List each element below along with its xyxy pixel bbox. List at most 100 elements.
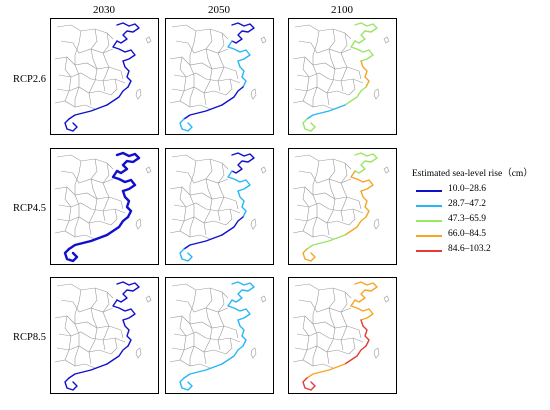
province-boundary bbox=[326, 287, 336, 365]
island-outline bbox=[260, 36, 267, 44]
coastline-segment bbox=[344, 216, 367, 236]
province-boundary bbox=[171, 283, 229, 299]
island-outline bbox=[135, 347, 142, 359]
coastline-segment bbox=[64, 118, 78, 132]
island-outline bbox=[145, 295, 152, 303]
province-boundary bbox=[348, 208, 356, 226]
province-boundary bbox=[179, 315, 187, 361]
coastline-segment bbox=[231, 281, 255, 303]
column-title-2030: 2030 bbox=[93, 4, 115, 16]
province-boundary bbox=[171, 24, 229, 40]
province-boundary bbox=[56, 283, 114, 299]
province-boundary bbox=[302, 315, 310, 361]
island-outline bbox=[260, 166, 267, 174]
coastline-segment bbox=[231, 152, 255, 174]
coastline-segment bbox=[179, 248, 193, 262]
coastline-segment bbox=[221, 216, 244, 236]
province-boundary bbox=[171, 345, 227, 355]
island-outline bbox=[135, 88, 142, 100]
coastline-segment bbox=[63, 247, 79, 263]
coastline-segment bbox=[360, 190, 370, 218]
coastline-segment bbox=[122, 60, 132, 88]
island-outline bbox=[145, 36, 152, 44]
row-label-rcp26: RCP2.6 bbox=[13, 74, 46, 85]
province-boundary bbox=[171, 216, 227, 226]
province-boundary bbox=[88, 28, 98, 106]
row-label-rcp45: RCP4.5 bbox=[13, 203, 46, 214]
province-boundary bbox=[348, 337, 356, 355]
coastline-segment bbox=[183, 234, 223, 250]
coastline-segment bbox=[344, 86, 367, 106]
coastline-segment bbox=[302, 377, 316, 391]
province-boundary bbox=[298, 170, 352, 184]
legend-label: 47.3–65.9 bbox=[448, 214, 486, 224]
coastline-segment bbox=[179, 377, 193, 391]
province-boundary bbox=[326, 28, 336, 106]
province-boundary bbox=[358, 329, 362, 339]
province-boundary bbox=[358, 200, 362, 210]
coastline-segment bbox=[112, 299, 136, 321]
china-map bbox=[54, 281, 152, 391]
coastline-segment bbox=[354, 152, 378, 174]
coastline-segment bbox=[183, 363, 223, 379]
coastline-segment bbox=[227, 299, 251, 321]
map-panel-rcp45-2050 bbox=[165, 148, 274, 265]
china-map bbox=[292, 22, 390, 132]
province-boundary bbox=[60, 170, 114, 184]
province-boundary bbox=[60, 40, 114, 54]
legend-item: 66.0–84.5 bbox=[412, 229, 548, 244]
legend-swatch bbox=[416, 250, 442, 252]
province-boundary bbox=[294, 154, 352, 170]
province-boundary bbox=[225, 208, 233, 226]
coastline-segment bbox=[116, 22, 140, 44]
province-boundary bbox=[102, 162, 110, 222]
coastline-segment bbox=[116, 281, 140, 303]
coastline-segment bbox=[237, 60, 247, 88]
row-label-rcp85: RCP8.5 bbox=[13, 332, 46, 343]
province-boundary bbox=[340, 291, 348, 351]
province-boundary bbox=[179, 186, 187, 232]
coastline-segment bbox=[306, 104, 346, 120]
province-boundary bbox=[203, 158, 213, 236]
island-outline bbox=[260, 295, 267, 303]
map-panel-rcp45-2030 bbox=[50, 148, 159, 265]
island-outline bbox=[250, 347, 257, 359]
china-map bbox=[292, 281, 390, 391]
province-boundary bbox=[175, 40, 229, 54]
legend-swatch bbox=[416, 190, 442, 192]
province-boundary bbox=[294, 24, 352, 40]
china-map bbox=[169, 22, 267, 132]
province-boundary bbox=[88, 287, 98, 365]
coastline-segment bbox=[302, 118, 316, 132]
island-outline bbox=[145, 166, 152, 174]
map-panel-rcp85-2050 bbox=[165, 277, 274, 394]
map-panel-rcp26-2050 bbox=[165, 18, 274, 135]
province-boundary bbox=[235, 329, 239, 339]
coastline-segment bbox=[106, 345, 129, 365]
coastline-segment bbox=[179, 118, 193, 132]
province-boundary bbox=[348, 78, 356, 96]
legend-item: 84.6–103.2 bbox=[412, 244, 548, 259]
coastline-segment bbox=[227, 40, 251, 62]
legend-item: 28.7–47.2 bbox=[412, 199, 548, 214]
province-boundary bbox=[203, 287, 213, 365]
province-boundary bbox=[298, 299, 352, 313]
coastline-segment bbox=[105, 215, 130, 237]
island-outline bbox=[383, 36, 390, 44]
island-outline bbox=[250, 88, 257, 100]
map-panel-rcp45-2100 bbox=[288, 148, 397, 265]
province-boundary bbox=[56, 86, 112, 96]
province-boundary bbox=[179, 56, 187, 102]
province-boundary bbox=[60, 299, 114, 313]
province-boundary bbox=[312, 30, 320, 107]
province-boundary bbox=[120, 329, 124, 339]
china-map bbox=[169, 281, 267, 391]
province-boundary bbox=[294, 86, 350, 96]
province-boundary bbox=[203, 28, 213, 106]
legend-label: 10.0–28.6 bbox=[448, 184, 486, 194]
coastline-segment bbox=[67, 233, 109, 251]
province-boundary bbox=[120, 200, 124, 210]
province-boundary bbox=[312, 160, 320, 237]
province-boundary bbox=[340, 162, 348, 222]
province-boundary bbox=[64, 186, 72, 232]
